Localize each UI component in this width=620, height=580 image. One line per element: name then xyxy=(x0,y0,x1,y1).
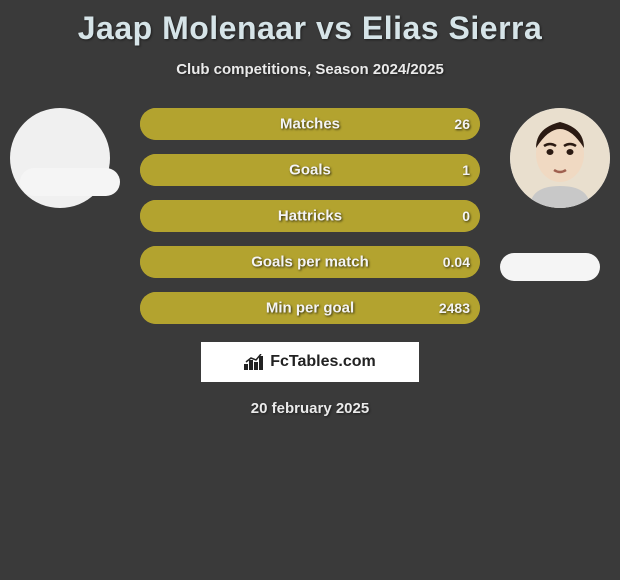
comparison-area: Matches26 Goals1 Hattricks0 Goals per match… xyxy=(0,108,620,324)
stat-bar: Goals per match0.04 xyxy=(140,246,480,278)
brand-text: FcTables.com xyxy=(270,353,376,371)
player-right-avatar xyxy=(510,108,610,208)
stat-bar-label: Goals per match xyxy=(140,254,480,271)
subtitle: Club competitions, Season 2024/2025 xyxy=(0,61,620,78)
stat-bar-right-value: 2483 xyxy=(439,300,470,316)
page-title: Jaap Molenaar vs Elias Sierra xyxy=(0,0,620,47)
stat-bar-right-value: 0 xyxy=(462,208,470,224)
stat-bar-label: Matches xyxy=(140,116,480,133)
stat-bars: Matches26 Goals1 Hattricks0 Goals per match… xyxy=(140,108,480,324)
brand-badge: FcTables.com xyxy=(201,342,419,382)
date-line: 20 february 2025 xyxy=(0,400,620,417)
stat-bar-right-value: 0.04 xyxy=(443,254,470,270)
stat-bar: Hattricks0 xyxy=(140,200,480,232)
stat-bar-label: Goals xyxy=(140,162,480,179)
stat-bar-right-value: 1 xyxy=(462,162,470,178)
brand-icon xyxy=(244,354,264,370)
player-left-club-logo xyxy=(20,168,120,196)
player-right-club-logo xyxy=(500,253,600,281)
stat-bar-right-value: 26 xyxy=(454,116,470,132)
stat-bar: Goals1 xyxy=(140,154,480,186)
stat-bar-label: Min per goal xyxy=(140,300,480,317)
stat-bar-label: Hattricks xyxy=(140,208,480,225)
stat-bar: Min per goal2483 xyxy=(140,292,480,324)
stat-bar: Matches26 xyxy=(140,108,480,140)
